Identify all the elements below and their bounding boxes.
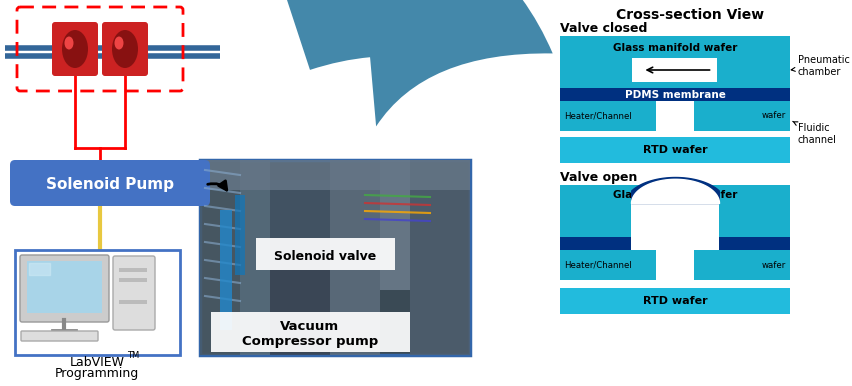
Text: Solenoid Pump: Solenoid Pump (46, 178, 174, 193)
Bar (694, 101, 789, 131)
FancyBboxPatch shape (112, 256, 155, 330)
Bar (220, 210, 232, 330)
Text: Pneumatic
chamber: Pneumatic chamber (791, 55, 849, 77)
Bar (119, 278, 147, 282)
Text: Glass manifold wafer: Glass manifold wafer (612, 43, 736, 53)
Bar (560, 237, 630, 250)
Text: Heater/Channel: Heater/Channel (563, 261, 631, 269)
Bar (655, 101, 694, 137)
Text: Glass manifold wafer: Glass manifold wafer (612, 190, 736, 200)
Bar (560, 88, 789, 101)
Bar (199, 160, 239, 355)
Text: PDMS membrane: PDMS membrane (624, 90, 724, 100)
Text: Cross-section View: Cross-section View (615, 8, 763, 22)
Bar (379, 160, 410, 290)
Text: RTD wafer: RTD wafer (642, 296, 706, 306)
Text: TM: TM (127, 352, 139, 361)
Bar (718, 237, 789, 250)
FancyBboxPatch shape (20, 255, 109, 322)
Text: Vacuum
Compressor pump: Vacuum Compressor pump (242, 320, 377, 348)
Bar (234, 195, 245, 275)
Bar (560, 288, 789, 314)
Text: wafer: wafer (761, 261, 785, 269)
Bar (694, 250, 789, 280)
Text: Solenoid valve: Solenoid valve (273, 249, 376, 262)
Bar (27, 261, 102, 313)
Text: RTD wafer: RTD wafer (642, 145, 706, 155)
Text: Programming: Programming (55, 367, 139, 381)
Ellipse shape (112, 30, 138, 68)
Text: wafer: wafer (761, 112, 785, 120)
FancyBboxPatch shape (256, 238, 394, 270)
Bar (632, 58, 717, 82)
Text: Valve open: Valve open (560, 171, 636, 184)
Bar (199, 160, 469, 190)
Bar (270, 180, 330, 270)
Bar (655, 250, 694, 288)
Bar (560, 137, 789, 163)
Bar (560, 101, 655, 131)
Bar (560, 185, 789, 237)
FancyBboxPatch shape (52, 22, 98, 76)
Text: Heater/Channel: Heater/Channel (563, 112, 631, 120)
FancyBboxPatch shape (10, 160, 210, 206)
Text: LabVIEW: LabVIEW (69, 356, 124, 369)
Ellipse shape (114, 37, 124, 49)
Bar (630, 195, 718, 237)
Bar (330, 160, 379, 355)
Ellipse shape (62, 30, 88, 68)
Bar (119, 268, 147, 272)
Text: Fluidic
channel: Fluidic channel (792, 121, 836, 145)
Ellipse shape (65, 37, 73, 49)
Bar (15, 250, 180, 355)
Bar (655, 250, 694, 280)
FancyBboxPatch shape (21, 331, 98, 341)
Bar (199, 160, 469, 355)
Text: Valve closed: Valve closed (560, 22, 647, 35)
Bar (410, 160, 469, 355)
Bar (560, 250, 655, 280)
Bar (239, 160, 270, 355)
Bar (270, 270, 330, 355)
FancyBboxPatch shape (210, 312, 410, 352)
FancyBboxPatch shape (102, 22, 148, 76)
FancyArrowPatch shape (207, 181, 227, 190)
Bar (119, 300, 147, 304)
Bar (560, 36, 789, 88)
